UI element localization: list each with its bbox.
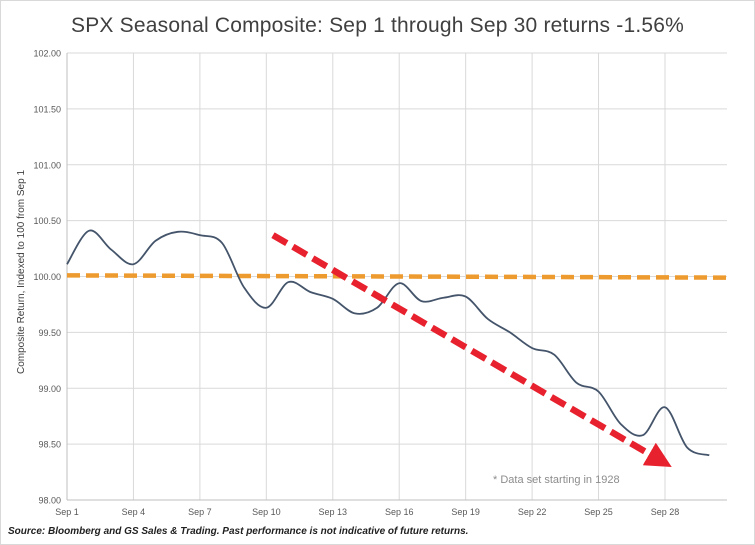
x-tick-label: Sep 4 — [122, 507, 146, 517]
y-tick-label: 99.00 — [38, 384, 61, 394]
y-tick-label: 98.50 — [38, 440, 61, 450]
flat-reference-line — [66, 273, 728, 280]
trend-arrow — [271, 232, 672, 468]
axes: 98.00 98.50 99.00 99.50 100.00 100.50 101.00 10… — [33, 49, 727, 517]
x-tick-label: Sep 28 — [651, 507, 680, 517]
x-tick-label: Sep 13 — [319, 507, 348, 517]
chart-title: SPX Seasonal Composite: Sep 1 through Se… — [71, 14, 684, 37]
annotations: * Data set starting in 1928 — [271, 232, 672, 486]
x-tick-label: Sep 25 — [584, 507, 613, 517]
x-tick-label: Sep 19 — [451, 507, 480, 517]
y-tick-label: 101.00 — [33, 160, 61, 170]
series-layer — [66, 229, 710, 457]
x-tick-label: Sep 22 — [518, 507, 547, 517]
x-tick-label: Sep 10 — [252, 507, 281, 517]
x-tick-label: Sep 1 — [55, 507, 79, 517]
y-tick-label: 99.50 — [38, 328, 61, 338]
reference-lines — [66, 273, 728, 280]
data-note: * Data set starting in 1928 — [493, 474, 620, 486]
y-tick-label: 102.00 — [33, 49, 61, 59]
source-note: Source: Bloomberg and GS Sales & Trading… — [8, 526, 469, 537]
x-tick-label: Sep 16 — [385, 507, 414, 517]
y-tick-label: 101.50 — [33, 104, 61, 114]
x-tick-label: Sep 7 — [188, 507, 212, 517]
y-tick-label: 100.50 — [33, 216, 61, 226]
series-line — [66, 229, 710, 457]
y-tick-label: 100.00 — [33, 272, 61, 282]
y-tick-label: 98.00 — [38, 496, 61, 506]
y-axis-label: Composite Return, Indexed to 100 from Se… — [16, 170, 27, 374]
